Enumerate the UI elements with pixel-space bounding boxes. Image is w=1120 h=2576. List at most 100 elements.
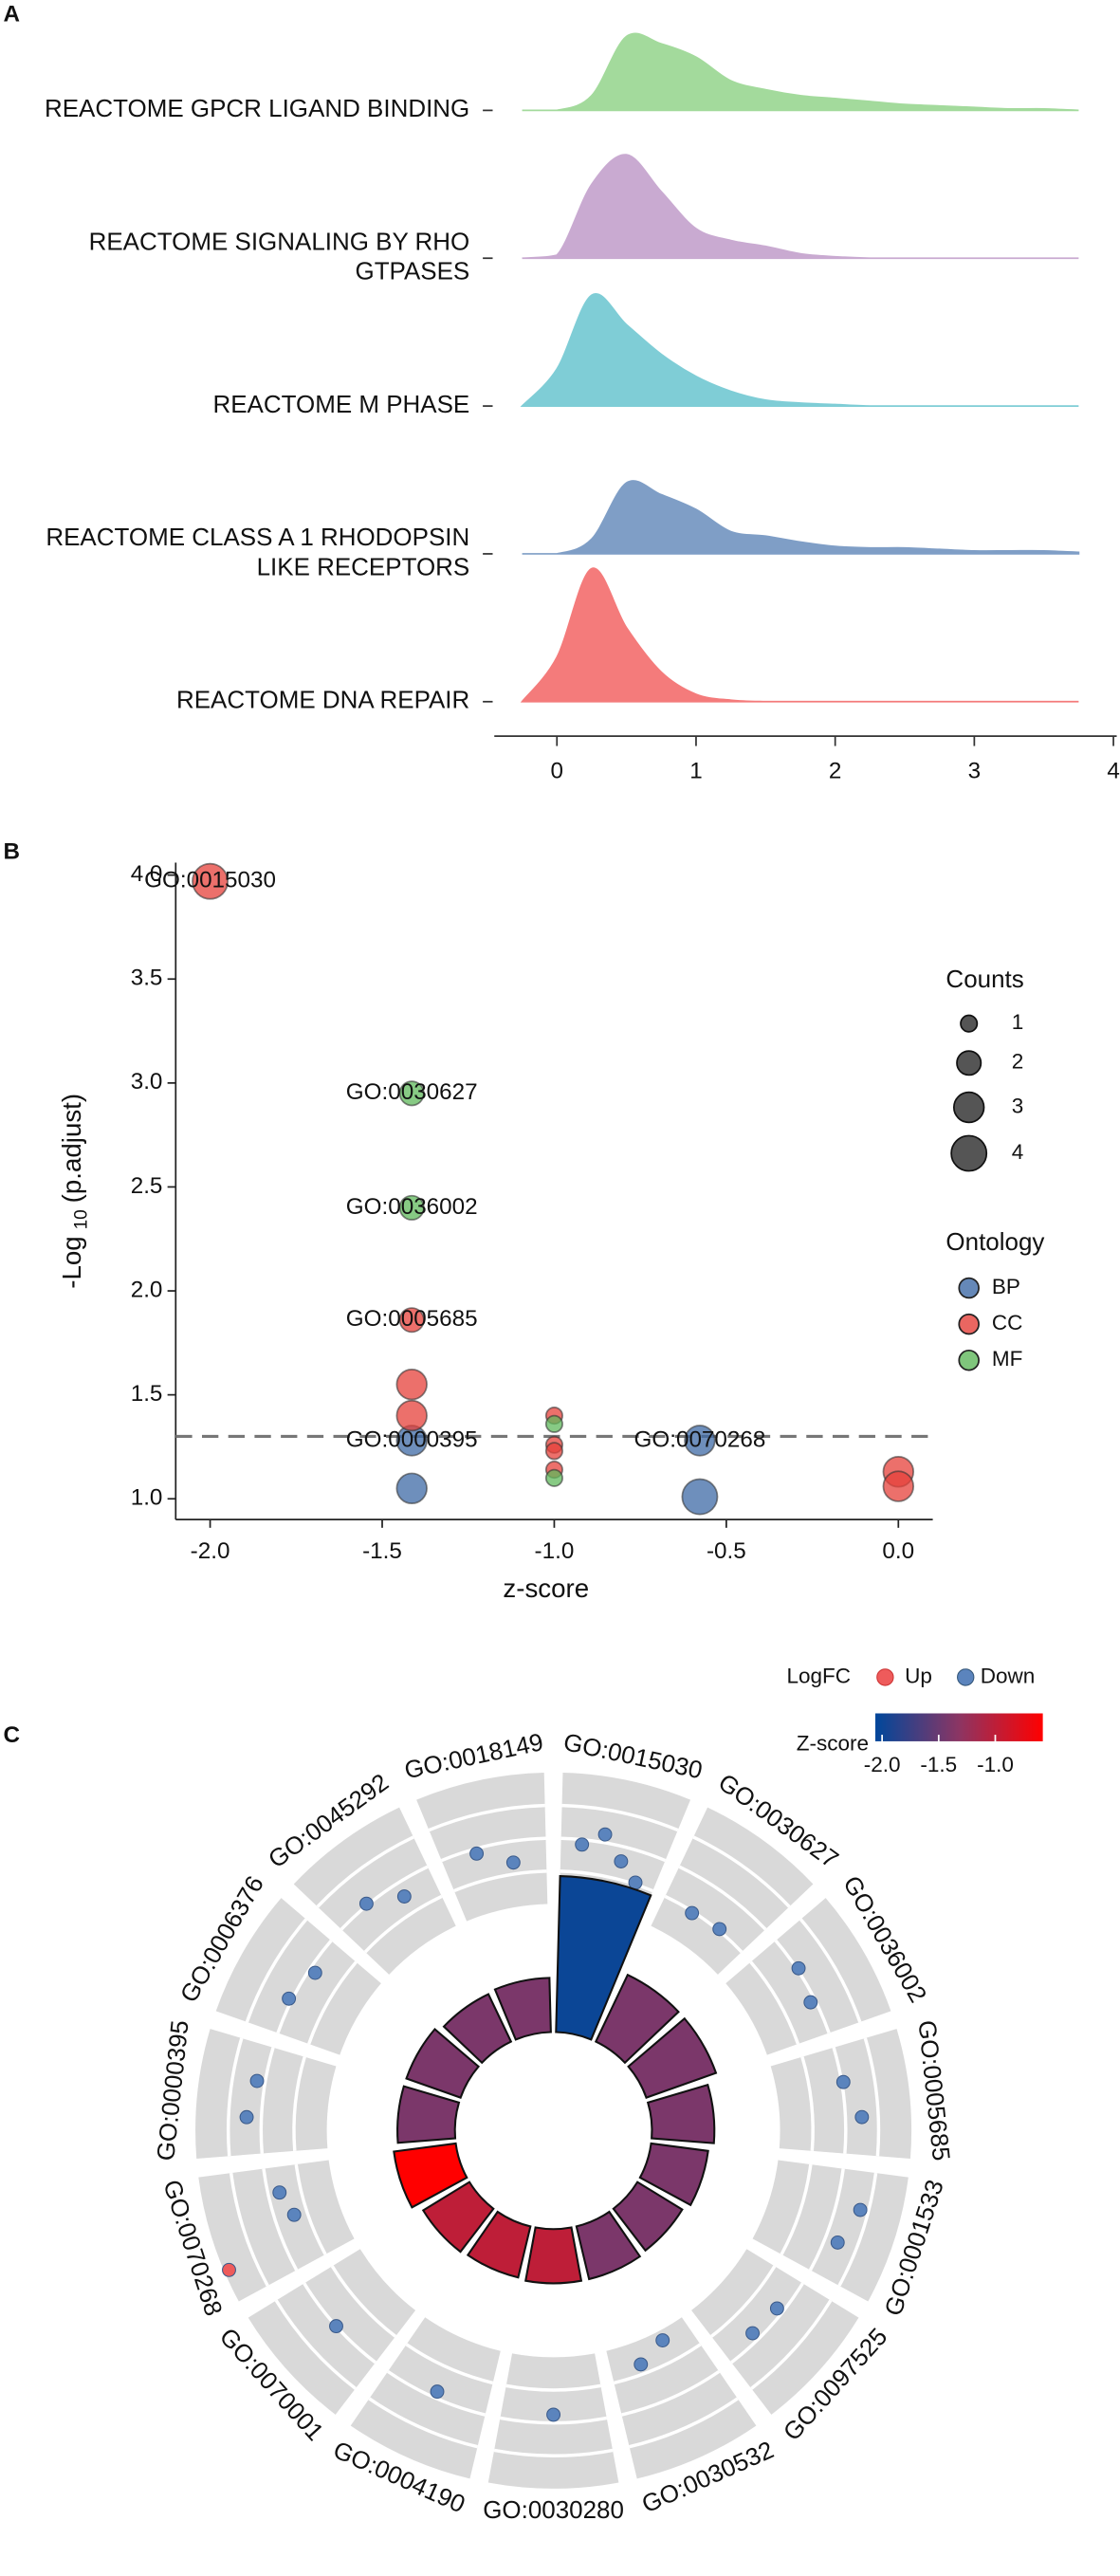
term-bar	[442, 1993, 513, 2065]
gene-dot	[272, 2185, 287, 2200]
panel-letter: C	[3, 1722, 20, 1748]
sector-grid	[614, 2343, 702, 2385]
y-axis-label-sub: 10	[72, 1209, 92, 1229]
sector-grid	[505, 2383, 601, 2392]
sector	[691, 2249, 859, 2415]
sector-grid	[316, 1835, 414, 1908]
gene-dot	[396, 1889, 412, 1904]
legend-label: Up	[905, 1664, 932, 1687]
x-tick-label: -2.0	[191, 1538, 230, 1564]
gene-dot	[712, 1922, 727, 1937]
legend-swatch	[958, 1349, 980, 1371]
legend-label: 3	[1012, 1094, 1024, 1117]
legend-swatch	[876, 1668, 894, 1686]
term-label: GO:0005685	[913, 2019, 956, 2162]
gene-dot	[307, 1965, 322, 1980]
gene-dot	[830, 2235, 845, 2250]
y-tick-label: 3.0	[131, 1069, 163, 1095]
sector-grid	[678, 1865, 767, 1931]
bubble	[544, 1414, 563, 1433]
sector-grid	[710, 2265, 777, 2338]
sector-grid	[863, 2037, 881, 2157]
term-bar	[421, 2180, 495, 2254]
sector-grid	[262, 2168, 299, 2272]
x-tick-label: 3	[968, 759, 981, 784]
bubble	[882, 1470, 915, 1502]
sector-grid	[292, 2056, 306, 2151]
gene-dot	[546, 2407, 561, 2422]
y-axis-label-part: -Log	[57, 1236, 86, 1288]
term-bar	[405, 2028, 481, 2099]
sector	[725, 1898, 891, 2055]
x-tick-label: 2	[829, 759, 841, 784]
gene-dot	[282, 1991, 297, 2006]
bubble	[395, 1399, 428, 1432]
point-label: GO:0036002	[346, 1194, 478, 1220]
sector-grid	[276, 1940, 333, 2034]
y-axis-label: -Log 10 (p.adjust)	[57, 1094, 91, 1289]
sector	[770, 2029, 912, 2159]
gene-dot	[769, 2301, 784, 2316]
term-bar	[555, 1874, 652, 2041]
sector	[350, 2317, 501, 2479]
bubble	[395, 1368, 428, 1401]
point-label: GO:0015030	[144, 868, 276, 893]
gene-dot	[286, 2207, 302, 2222]
sector-grid	[560, 1836, 667, 1863]
ridge	[520, 293, 1079, 407]
sector-grid	[692, 1835, 791, 1908]
term-bar	[396, 2085, 461, 2144]
colorbar	[874, 1713, 1043, 1741]
category-label: REACTOME M PHASE	[212, 390, 469, 418]
sector-grid	[750, 2299, 833, 2390]
y-tick-label: 4.0	[131, 861, 163, 887]
legend-label: 2	[1012, 1050, 1024, 1074]
sector	[215, 1898, 381, 2055]
bubble	[192, 862, 230, 900]
category-label: REACTOME SIGNALING BY RHO	[89, 228, 470, 256]
term-bar	[612, 2180, 684, 2253]
gene-dot	[803, 1995, 818, 2010]
legend-size	[960, 1014, 979, 1033]
y-tick-label: 2.0	[131, 1277, 163, 1302]
ridge	[522, 32, 1079, 112]
sector-grid	[832, 2047, 848, 2154]
colorbar-title: Z-score	[797, 1731, 869, 1755]
gene-dot	[469, 1846, 485, 1861]
category-label: GTPASES	[356, 257, 470, 285]
sector	[198, 2160, 355, 2302]
x-tick-label: 0	[551, 759, 563, 784]
legend-swatch	[958, 1277, 980, 1299]
term-bar	[393, 2142, 468, 2209]
legend-size	[950, 1134, 988, 1172]
gene-dot	[505, 1855, 521, 1870]
colorbar-tick-label: -2.0	[864, 1753, 901, 1776]
category-label: REACTOME DNA REPAIR	[176, 686, 469, 714]
sector-grid	[800, 2056, 815, 2151]
sector-grid	[837, 2172, 878, 2287]
gene-dot	[222, 2262, 236, 2277]
sector-grid	[799, 1918, 862, 2023]
ridge	[522, 480, 1080, 555]
sector-grid	[274, 2299, 357, 2390]
bubble	[398, 1080, 425, 1107]
sector-grid	[493, 2448, 614, 2457]
bubble	[681, 1478, 719, 1516]
gene-dot	[745, 2326, 760, 2341]
sector-grid	[561, 1803, 679, 1832]
sector-grid	[500, 2416, 608, 2425]
sector-grid	[229, 2172, 269, 2287]
y-tick-label: 1.5	[131, 1381, 163, 1407]
point-label: GO:0070268	[634, 1426, 766, 1452]
bubble	[398, 1194, 425, 1221]
sector-grid	[405, 2343, 494, 2385]
legend-swatch	[958, 1313, 980, 1335]
colorbar-tick-label: -1.0	[977, 1753, 1014, 1776]
sector-grid	[226, 2037, 244, 2157]
term-bar	[627, 2016, 718, 2099]
category-label: LIKE RECEPTORS	[257, 552, 470, 580]
term-bar	[638, 2142, 709, 2207]
bubble	[544, 1468, 563, 1487]
sector-grid	[774, 1940, 831, 2034]
